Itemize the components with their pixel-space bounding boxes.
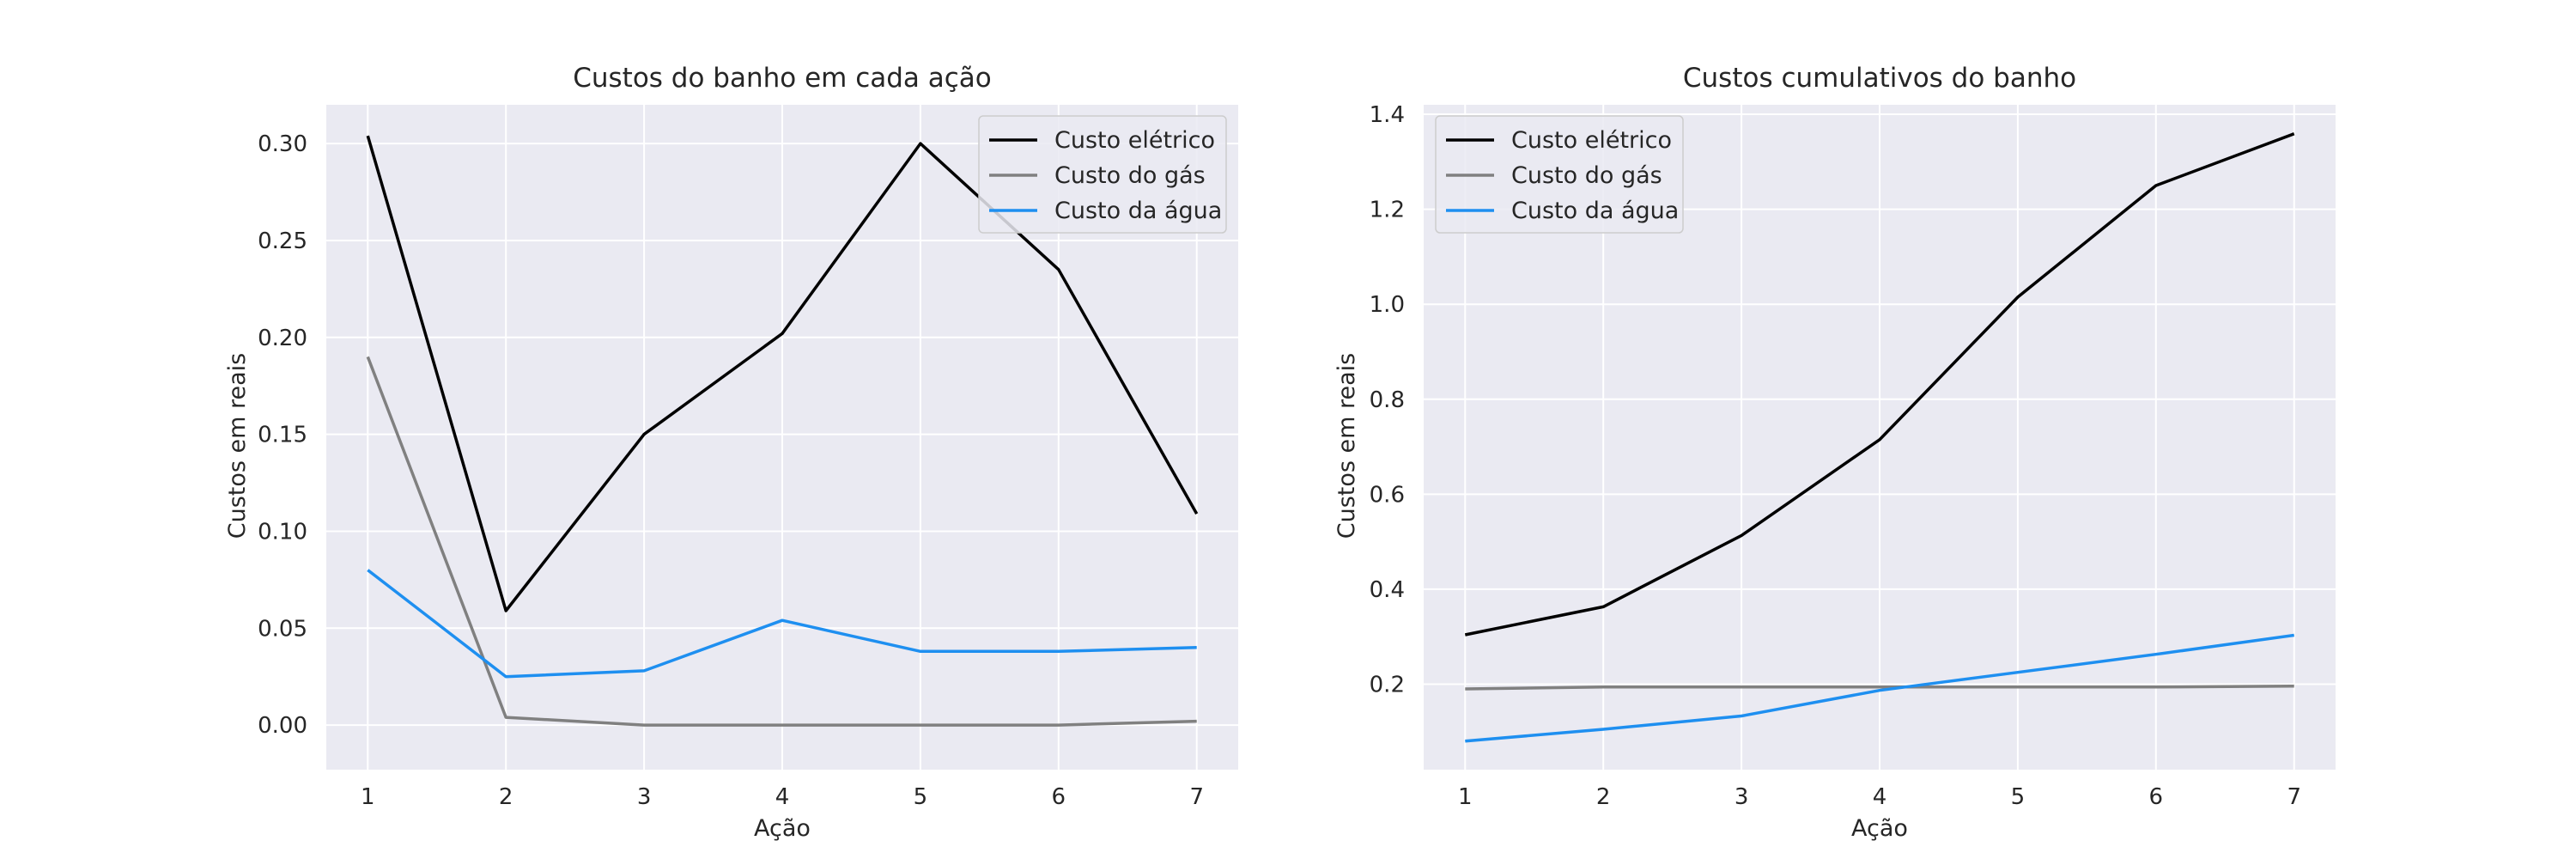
chart-title: Custos do banho em cada ação	[573, 63, 992, 94]
y-tick-label: 0.8	[1370, 387, 1405, 413]
series-line	[366, 356, 1197, 727]
x-tick-label: 2	[1596, 784, 1611, 810]
x-tick-label: 3	[637, 784, 652, 810]
x-tick-label: 6	[2149, 784, 2164, 810]
legend-label: Custo do gás	[1054, 162, 1206, 189]
y-tick-label: 0.05	[258, 616, 307, 642]
y-tick-label: 0.2	[1370, 672, 1405, 698]
x-axis-label: Ação	[1851, 815, 1908, 842]
y-axis-label: Custos em reais	[224, 353, 251, 539]
x-tick-label: 7	[1189, 784, 1204, 810]
legend: Custo elétrico Custo do gás Custo da água	[1435, 115, 1684, 234]
legend: Custo elétrico Custo do gás Custo da água	[978, 115, 1227, 234]
legend-label: Custo do gás	[1511, 162, 1662, 189]
y-tick-label: 0.25	[258, 228, 307, 254]
x-tick-label: 4	[775, 784, 790, 810]
legend-box	[978, 115, 1227, 234]
y-tick-label: 1.4	[1370, 102, 1405, 128]
chart-cumulative: Custos cumulativos do banho Ação Custos …	[1334, 63, 2336, 842]
y-tick-label: 0.4	[1370, 577, 1405, 603]
y-tick-label: 0.15	[258, 423, 307, 448]
legend-label: Custo da água	[1511, 198, 1679, 224]
legend-label: Custo elétrico	[1054, 127, 1215, 154]
chart-title: Custos cumulativos do banho	[1683, 63, 2076, 94]
series-line	[1465, 684, 2294, 691]
y-tick-label: 0.20	[258, 326, 307, 351]
legend-label: Custo da água	[1054, 198, 1222, 224]
y-tick-label: 1.0	[1370, 292, 1405, 318]
x-tick-label: 2	[499, 784, 513, 810]
x-tick-label: 3	[1735, 784, 1749, 810]
y-tick-label: 0.30	[258, 131, 307, 157]
legend-box	[1435, 115, 1684, 234]
series-line	[1465, 633, 2294, 743]
series-line	[366, 135, 1199, 612]
x-tick-label: 4	[1873, 784, 1887, 810]
chart-per-action: Custos do banho em cada ação Ação Custos…	[224, 63, 1238, 842]
y-tick-label: 0.00	[258, 713, 307, 739]
x-tick-label: 6	[1052, 784, 1066, 810]
series-line	[367, 569, 1197, 679]
x-axis-label: Ação	[754, 815, 811, 842]
y-tick-label: 0.6	[1370, 482, 1405, 508]
x-tick-label: 7	[2287, 784, 2301, 810]
x-tick-label: 1	[1458, 784, 1473, 810]
x-tick-label: 5	[2011, 784, 2026, 810]
x-tick-label: 1	[361, 784, 375, 810]
y-tick-label: 1.2	[1370, 198, 1405, 223]
y-tick-label: 0.10	[258, 519, 307, 545]
y-axis-label: Custos em reais	[1334, 353, 1360, 539]
series-line	[1464, 132, 2295, 637]
x-tick-label: 5	[914, 784, 928, 810]
legend-label: Custo elétrico	[1511, 127, 1672, 154]
